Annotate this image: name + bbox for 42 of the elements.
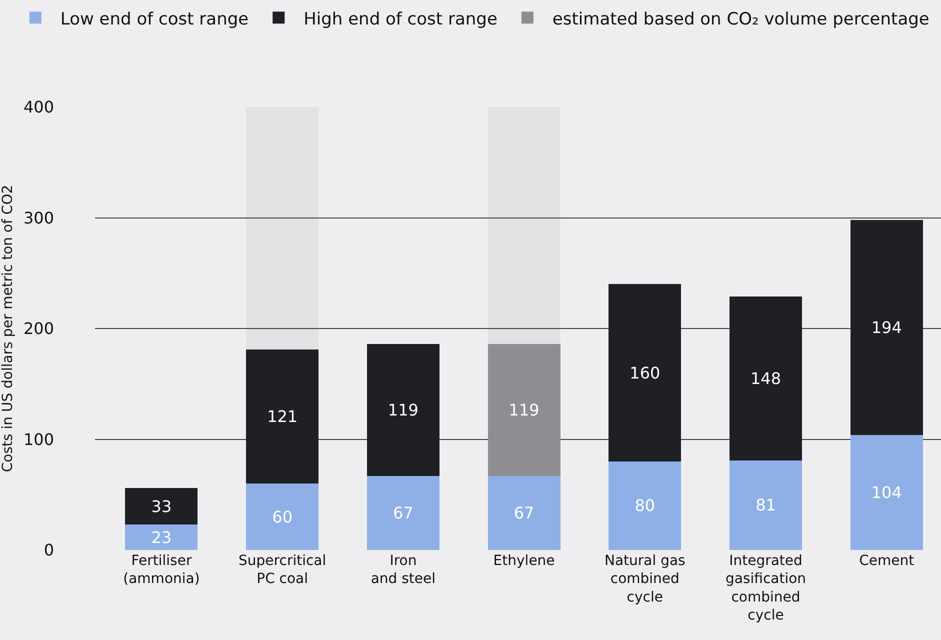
x-tick-label: Natural gas combined cycle <box>604 553 686 606</box>
y-tick-label: 0 <box>44 540 54 560</box>
data-label: 67 <box>514 503 534 522</box>
data-label: 80 <box>634 496 656 516</box>
bar <box>366 476 440 550</box>
x-tick-label: Ethylene <box>493 553 555 569</box>
legend-label: Low end of cost range <box>60 9 249 30</box>
y-tick-label: 100 <box>23 430 54 449</box>
x-tick-label: Fertiliser (ammonia) <box>123 553 200 588</box>
data-label: 23 <box>151 528 172 547</box>
data-label: 119 <box>388 400 418 420</box>
y-tick-label: 200 <box>23 319 54 338</box>
bar <box>608 461 682 550</box>
legend-label: High end of cost range <box>304 9 498 30</box>
x-tick-label: Supercritical PC coal <box>238 553 326 588</box>
y-tick-label: 400 <box>23 98 54 117</box>
bar <box>125 524 198 550</box>
bar <box>850 220 923 435</box>
data-label: 67 <box>393 503 414 522</box>
legend-label: estimated based on CO₂ volume percentage <box>552 9 930 30</box>
data-label: 119 <box>508 400 540 420</box>
data-label: 194 <box>871 318 902 337</box>
bar <box>246 484 319 550</box>
data-label: 148 <box>750 368 782 388</box>
bar <box>730 460 802 550</box>
data-label: 60 <box>272 507 293 526</box>
x-tick-label: Cement <box>859 553 915 569</box>
y-tick-label: 300 <box>23 208 54 228</box>
bar <box>850 434 923 550</box>
bar <box>488 476 560 550</box>
data-label: 160 <box>630 363 660 382</box>
bar <box>125 488 198 525</box>
data-label: 104 <box>871 482 902 502</box>
bar <box>730 296 802 460</box>
data-label: 33 <box>151 496 172 516</box>
data-label: 81 <box>756 496 776 515</box>
x-tick-label: Integrated gasification combined cycle <box>725 553 806 624</box>
bar <box>608 284 682 462</box>
bar <box>366 344 440 476</box>
y-axis-title: Costs in US dollars per metric ton of CO2 <box>0 184 16 472</box>
data-label: 121 <box>267 407 298 426</box>
x-tick-label: Iron and steel <box>370 553 436 588</box>
